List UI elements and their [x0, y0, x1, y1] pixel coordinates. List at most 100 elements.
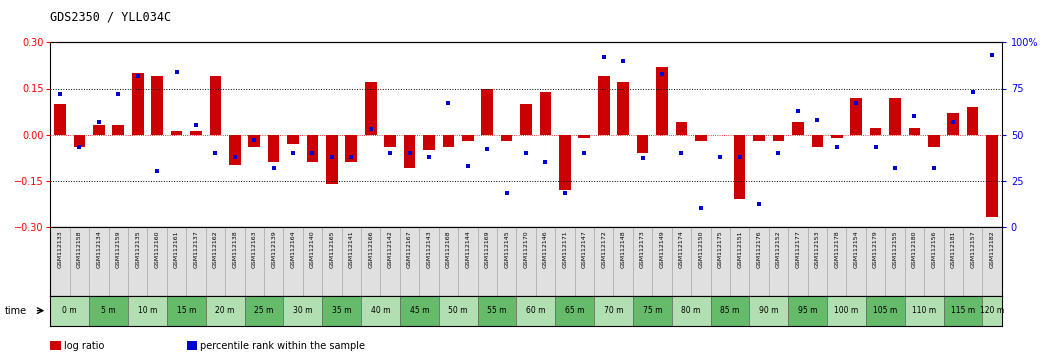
Bar	[167, 296, 206, 326]
Text: GSM112180: GSM112180	[912, 230, 917, 268]
Bar	[520, 104, 532, 135]
Bar	[734, 135, 746, 199]
Text: GSM112170: GSM112170	[523, 230, 529, 268]
Bar	[947, 113, 959, 135]
Text: 10 m: 10 m	[137, 306, 157, 315]
Text: GSM112173: GSM112173	[640, 230, 645, 268]
Bar	[443, 135, 454, 147]
Bar	[423, 135, 435, 150]
Bar	[249, 135, 260, 147]
Bar	[982, 227, 1002, 296]
Bar	[187, 227, 206, 296]
Bar	[808, 227, 827, 296]
Text: 70 m: 70 m	[604, 306, 623, 315]
Text: GSM112164: GSM112164	[291, 230, 296, 268]
Text: GSM112178: GSM112178	[834, 230, 839, 268]
Text: GSM112151: GSM112151	[737, 230, 742, 268]
Bar	[381, 227, 400, 296]
Bar	[967, 107, 979, 135]
Bar	[614, 227, 633, 296]
Bar	[792, 122, 804, 135]
Text: GSM112171: GSM112171	[562, 230, 568, 268]
Bar	[190, 131, 201, 135]
Text: GSM112154: GSM112154	[854, 230, 859, 268]
Bar	[633, 296, 671, 326]
Text: time: time	[5, 306, 27, 316]
Text: GSM112162: GSM112162	[213, 230, 218, 268]
Text: GSM112176: GSM112176	[756, 230, 762, 268]
Bar	[516, 227, 536, 296]
Bar	[943, 296, 982, 326]
Bar	[206, 227, 226, 296]
Bar	[322, 227, 342, 296]
Bar	[847, 227, 865, 296]
Text: GSM112156: GSM112156	[932, 230, 937, 268]
Bar	[657, 67, 668, 135]
Bar	[676, 122, 687, 135]
Text: 85 m: 85 m	[721, 306, 740, 315]
Bar	[287, 135, 299, 144]
Bar	[400, 227, 420, 296]
Bar	[151, 76, 163, 135]
Text: 100 m: 100 m	[834, 306, 858, 315]
Text: GSM112147: GSM112147	[582, 230, 586, 268]
Bar	[695, 135, 707, 141]
Text: 35 m: 35 m	[331, 306, 351, 315]
Bar	[264, 227, 283, 296]
Text: 45 m: 45 m	[409, 306, 429, 315]
Bar	[400, 296, 438, 326]
Bar	[206, 296, 244, 326]
Bar	[633, 227, 652, 296]
Text: GSM112168: GSM112168	[446, 230, 451, 268]
Bar	[50, 227, 70, 296]
Bar	[753, 135, 765, 141]
Bar	[539, 92, 552, 135]
Bar	[749, 296, 788, 326]
Text: log ratio: log ratio	[64, 341, 104, 350]
Text: 15 m: 15 m	[176, 306, 196, 315]
Text: GSM112174: GSM112174	[679, 230, 684, 268]
Bar	[112, 125, 124, 135]
Text: GSM112153: GSM112153	[815, 230, 820, 268]
Text: 105 m: 105 m	[873, 306, 897, 315]
Text: GSM112167: GSM112167	[407, 230, 412, 268]
Bar	[438, 296, 477, 326]
Bar	[477, 227, 497, 296]
Bar	[404, 135, 415, 168]
Bar	[594, 296, 633, 326]
Bar	[458, 227, 477, 296]
Bar	[865, 296, 904, 326]
Bar	[559, 135, 571, 190]
Bar	[870, 129, 881, 135]
Bar	[578, 135, 591, 138]
Bar	[384, 135, 395, 147]
Text: GDS2350 / YLL034C: GDS2350 / YLL034C	[50, 11, 171, 24]
Bar	[497, 227, 516, 296]
Bar	[890, 98, 901, 135]
Bar	[109, 227, 128, 296]
Text: 5 m: 5 m	[102, 306, 116, 315]
Bar	[438, 227, 458, 296]
Bar	[481, 88, 493, 135]
Bar	[769, 227, 788, 296]
Text: 30 m: 30 m	[293, 306, 313, 315]
Text: GSM112146: GSM112146	[543, 230, 548, 268]
Bar	[788, 227, 808, 296]
Text: 0 m: 0 m	[63, 306, 77, 315]
Text: 110 m: 110 m	[912, 306, 936, 315]
Text: GSM112144: GSM112144	[466, 230, 470, 268]
Bar	[691, 227, 710, 296]
Text: GSM112137: GSM112137	[193, 230, 198, 268]
Bar	[982, 296, 1002, 326]
Text: GSM112163: GSM112163	[252, 230, 257, 268]
Bar	[637, 135, 648, 153]
Text: percentile rank within the sample: percentile rank within the sample	[200, 341, 365, 350]
Bar	[55, 104, 66, 135]
Bar	[345, 135, 357, 162]
Bar	[171, 131, 183, 135]
Text: GSM112143: GSM112143	[427, 230, 431, 268]
Text: 95 m: 95 m	[798, 306, 817, 315]
Bar	[167, 227, 187, 296]
Text: GSM112148: GSM112148	[621, 230, 625, 268]
Bar	[773, 135, 785, 141]
